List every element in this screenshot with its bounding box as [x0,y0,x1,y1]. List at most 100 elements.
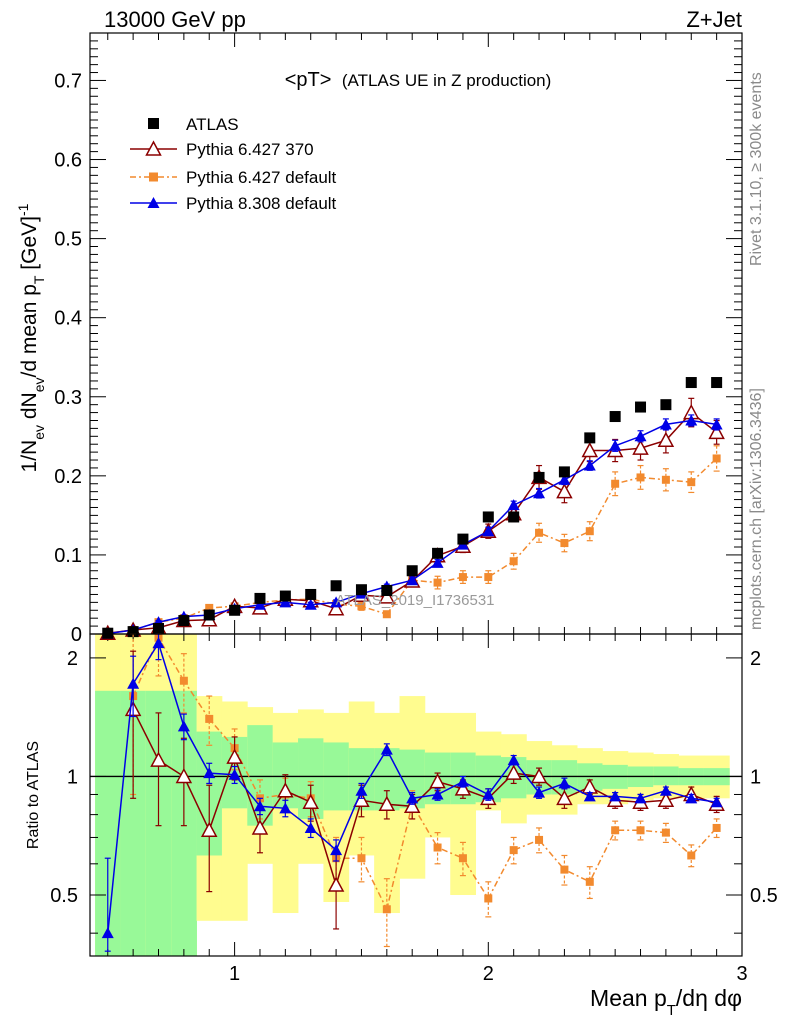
ratio-y-tick-label: 2 [67,648,78,670]
data-marker [712,454,721,463]
data-marker [661,828,670,837]
data-marker [687,851,696,860]
data-marker [685,792,698,804]
data-marker [279,590,291,602]
data-marker [403,797,421,814]
data-marker [507,754,520,766]
data-marker [457,533,469,545]
data-marker [458,854,467,863]
data-marker [433,578,442,587]
data-marker [634,430,647,442]
plot-title-main: <pT> [285,69,332,91]
legend-marker-py6-370 [145,140,162,156]
data-marker [609,439,622,451]
data-marker [304,821,317,833]
series-pythia-8-308-default [101,633,723,952]
legend-label-atlas: ATLAS [186,115,239,134]
data-marker [585,877,594,886]
data-marker [152,637,165,649]
data-marker [636,826,645,835]
data-marker [330,844,343,856]
main-axes-ticks: 0 0.1 0.2 0.3 0.4 0.5 0.6 0.7 [54,33,743,646]
data-marker [661,475,670,484]
header-process-label: Z+Jet [686,7,742,32]
data-marker [660,399,672,411]
data-marker [253,800,266,812]
ratio-y-tick-label: 0.5 [50,885,78,907]
series-atlas [102,377,723,639]
ratio-plot-frame [89,633,743,957]
data-marker [508,511,520,523]
data-marker [634,792,647,804]
data-marker [458,573,467,582]
data-marker [203,609,215,621]
data-marker [632,439,649,455]
data-marker [380,743,393,755]
ratio-y-axis-title: Ratio to ATLAS [25,741,42,849]
data-marker [558,473,571,485]
y-tick-label: 0.3 [54,387,82,409]
data-marker [609,790,622,802]
data-marker [279,802,292,814]
data-marker [636,473,645,482]
data-marker [279,596,292,608]
data-marker [560,539,569,548]
data-marker [535,835,544,844]
data-marker [429,773,446,789]
data-marker [203,767,216,779]
data-marker [659,418,672,430]
legend-label-py8-default: Pythia 8.308 default [186,194,337,213]
data-marker [431,556,444,568]
data-marker [556,483,573,499]
legend-label-py6-370: Pythia 6.427 370 [186,140,314,159]
series-line [132,636,718,912]
legend-marker-py6-default [149,172,158,182]
y-tick-label: 0.7 [54,70,82,92]
data-marker [482,511,494,523]
y-tick-label: 0 [71,624,82,646]
data-marker [659,784,672,796]
data-marker [205,714,214,723]
data-marker [585,527,594,536]
data-marker [507,499,520,511]
data-marker [584,432,596,444]
x-tick-label: 1 [229,963,240,985]
data-marker [200,821,218,838]
legend-marker-py8-default [147,197,160,208]
data-marker [205,603,214,612]
y-tick-label: 0.5 [54,229,82,251]
data-marker [382,610,391,619]
data-marker [431,788,444,800]
data-marker [355,584,367,596]
data-marker [251,819,269,835]
data-marker [152,622,164,634]
data-marker [708,423,725,440]
y-tick-label: 0.6 [54,150,82,172]
mcplots-reference-label: mcplots.cern.ch [arXiv:1306.3436] [748,388,765,630]
data-marker [657,431,675,448]
data-marker [657,791,675,808]
x-tick-label: 3 [736,963,747,985]
data-marker [381,585,393,597]
header-energy-label: 13000 GeV pp [104,7,246,32]
data-marker [302,793,319,809]
x-axis-title: Mean pT/dη dφ [590,985,742,1019]
data-marker [533,471,545,483]
data-marker [378,588,396,604]
data-marker [635,401,647,413]
analysis-watermark: ATLAS_2019_I1736531 [335,592,494,609]
data-marker [509,846,518,855]
data-marker [712,823,721,832]
data-marker [229,604,241,616]
data-marker [327,876,345,892]
data-marker [357,602,366,611]
data-marker [382,905,391,914]
data-marker [179,676,188,685]
data-marker [454,780,472,796]
data-marker [687,478,696,487]
data-marker [558,777,571,789]
data-marker [685,414,698,426]
data-marker [509,557,518,566]
data-marker [583,790,596,802]
x-tick-label: 2 [483,963,494,985]
